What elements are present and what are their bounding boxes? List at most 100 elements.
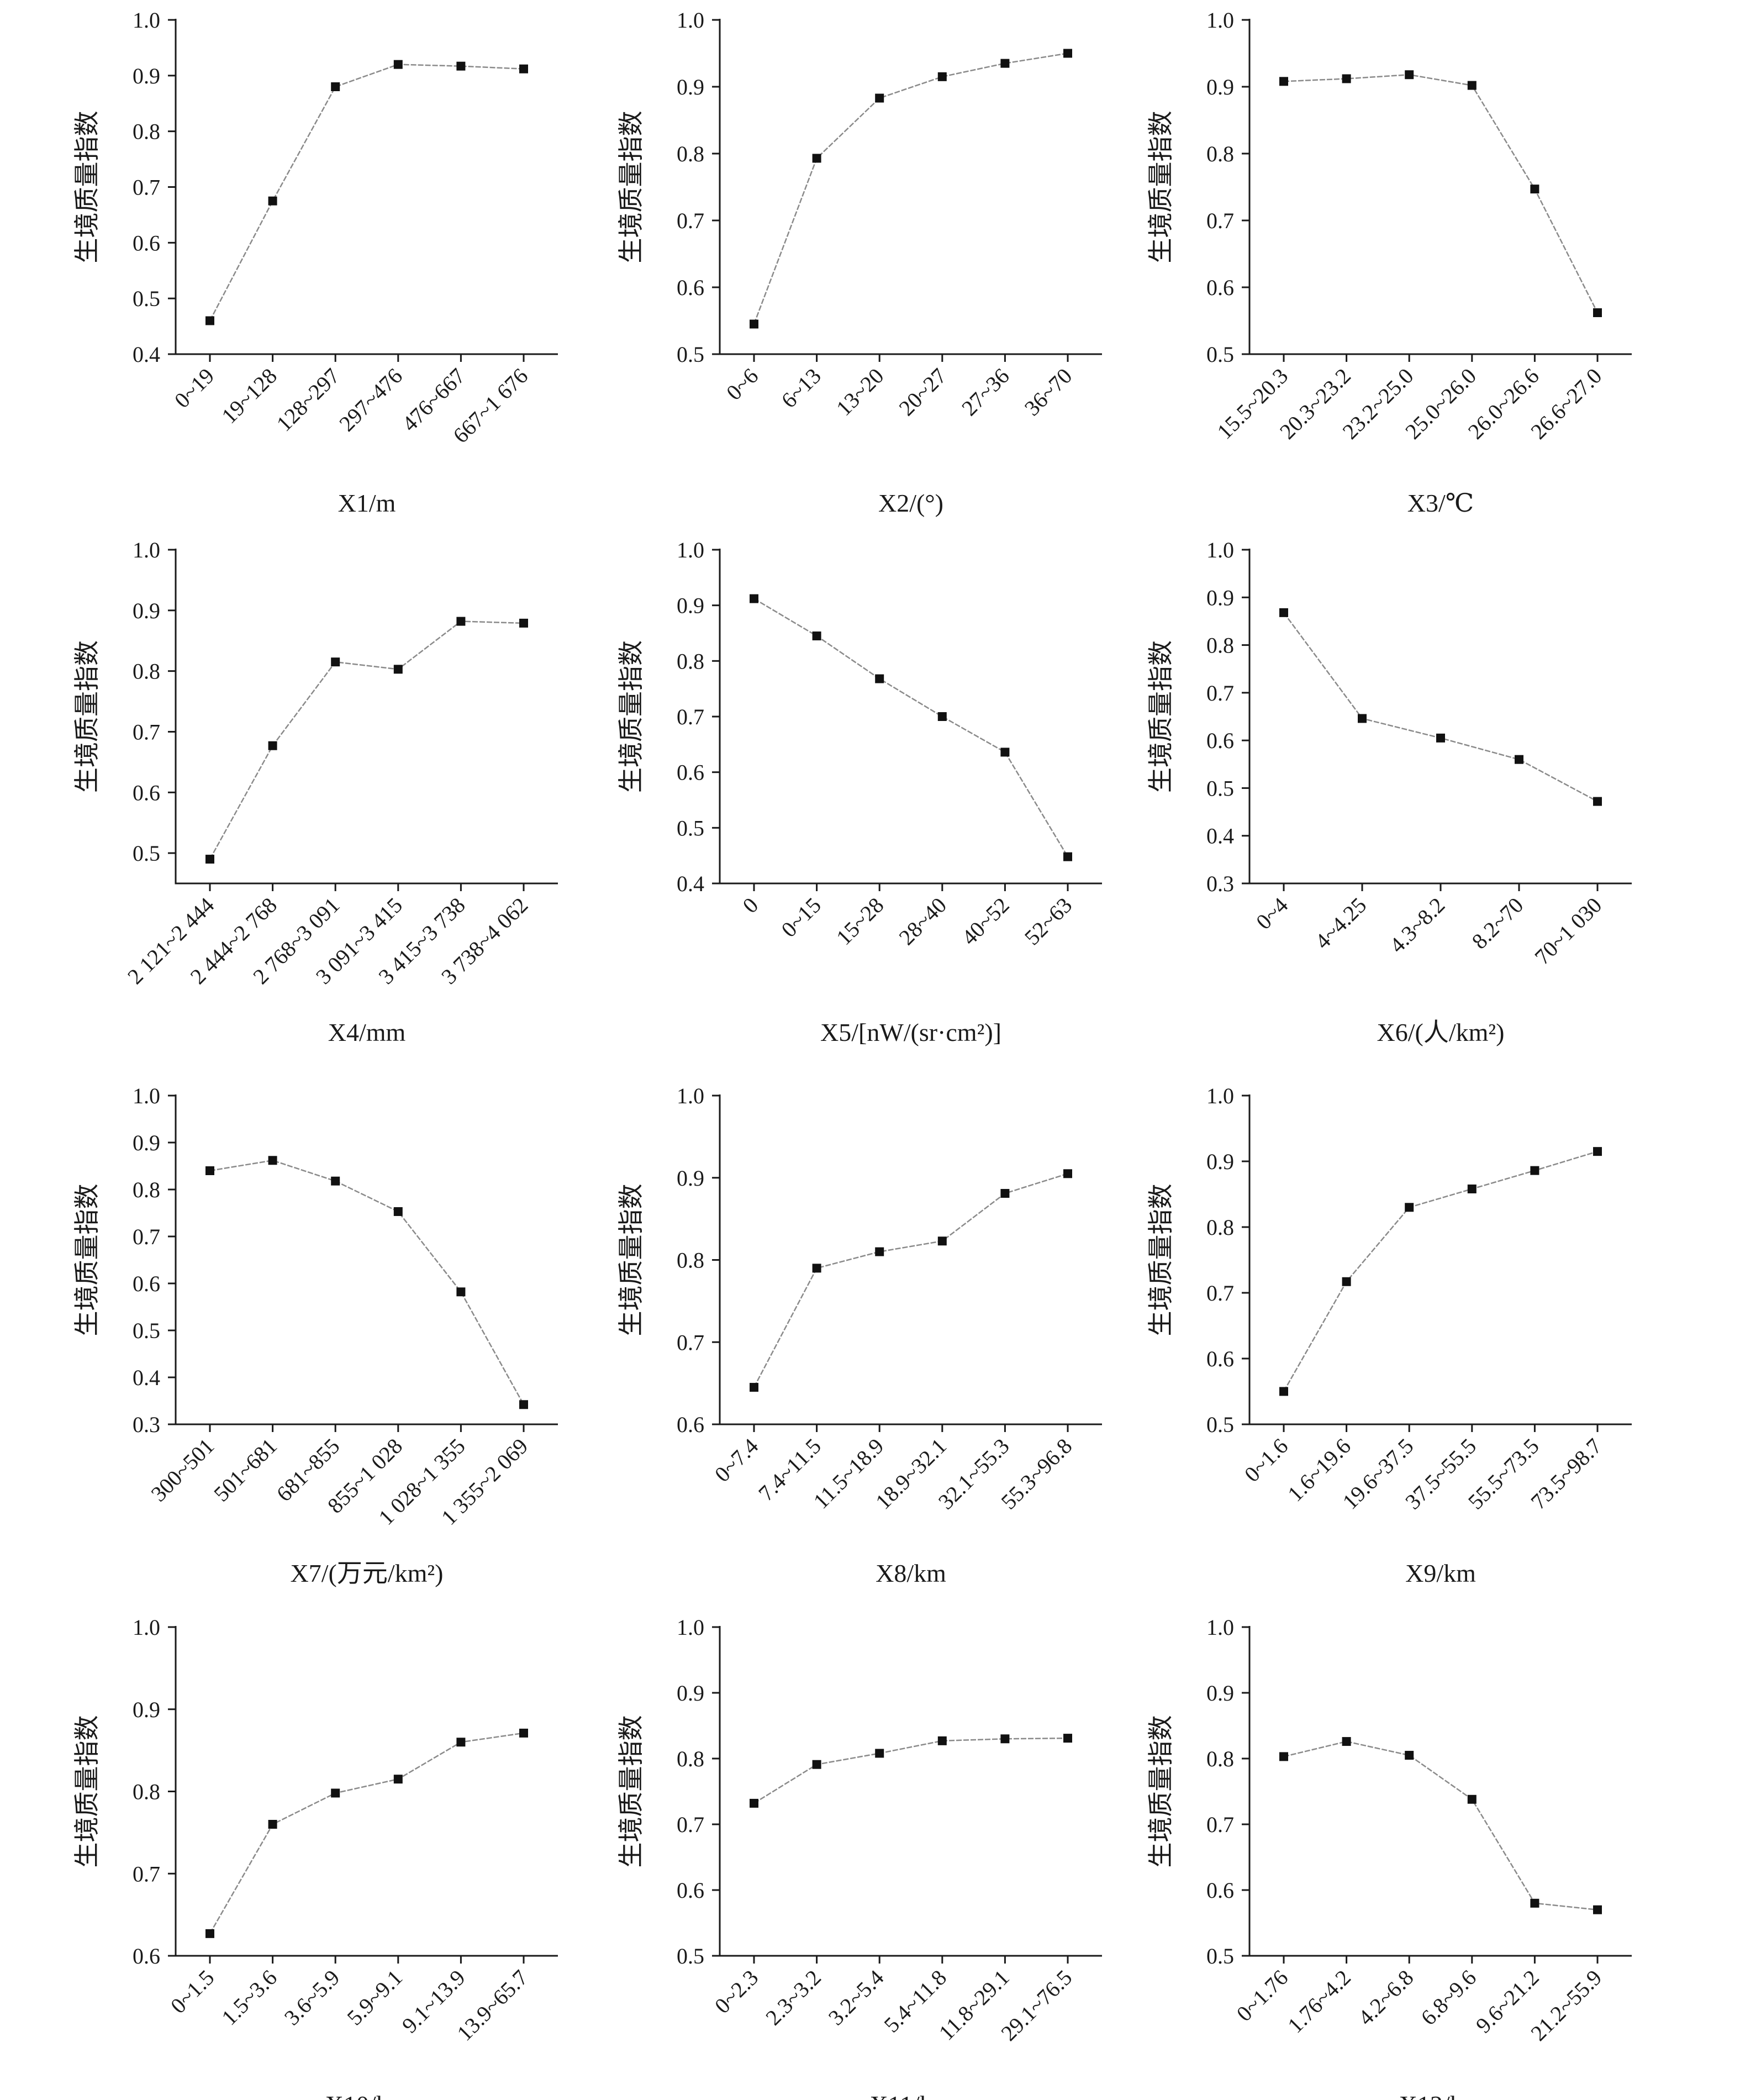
y-tick-label: 0.6 bbox=[677, 275, 704, 300]
data-point bbox=[937, 712, 947, 721]
data-point bbox=[1279, 1752, 1288, 1761]
axes bbox=[175, 19, 558, 355]
data-point bbox=[937, 1736, 947, 1745]
data-point bbox=[812, 1760, 821, 1769]
data-point bbox=[519, 1400, 528, 1409]
data-point bbox=[519, 1728, 528, 1738]
x-axis-label: X3/℃ bbox=[1407, 489, 1474, 517]
data-point bbox=[1063, 49, 1072, 58]
y-tick-label: 0.8 bbox=[677, 649, 704, 673]
x-axis-label: X7/(万元/km²) bbox=[291, 1559, 444, 1587]
y-tick-label: 0.8 bbox=[133, 659, 160, 684]
y-tick-label: 0.6 bbox=[677, 1412, 704, 1437]
y-tick-label: 0.8 bbox=[677, 1746, 704, 1771]
y-tick-label: 1.0 bbox=[1206, 1615, 1234, 1640]
data-point bbox=[1593, 1905, 1602, 1914]
data-point bbox=[205, 316, 214, 325]
x-tick-label: 40~52 bbox=[957, 893, 1014, 950]
data-point bbox=[1530, 185, 1539, 194]
x-tick-label: 0~15 bbox=[776, 893, 826, 943]
x-tick-label: 0~1.6 bbox=[1240, 1434, 1293, 1487]
y-tick-label: 0.7 bbox=[1206, 1281, 1234, 1306]
y-tick-label: 0.8 bbox=[1206, 633, 1234, 658]
subplot-3: 0.50.60.70.80.91.0生境质量指数15.5~20.320.3~23… bbox=[1147, 8, 1632, 517]
x-tick-label: 0~2.3 bbox=[710, 1965, 763, 2019]
series-line bbox=[1283, 1740, 1598, 1910]
data-point bbox=[1515, 755, 1523, 764]
x-axis-label: X8/km bbox=[876, 1559, 946, 1587]
data-point bbox=[205, 1166, 214, 1175]
y-tick-label: 0.5 bbox=[677, 815, 704, 840]
subplot-12: 0.5 0.6 0.7 0.8 0.9 1.0 生境质量指数 0~1.761.76~4.24.… bbox=[1147, 1615, 1632, 2100]
axes bbox=[1248, 549, 1632, 885]
y-tick-label: 0.3 bbox=[1206, 871, 1234, 896]
series-line bbox=[753, 52, 1068, 324]
x-tick-label: 501~681 bbox=[209, 1434, 282, 1507]
x-tick-label: 297~476 bbox=[334, 364, 407, 436]
data-point bbox=[331, 1176, 340, 1186]
data-point bbox=[1405, 1751, 1414, 1760]
y-tick-label: 1.0 bbox=[133, 538, 160, 562]
y-tick-label: 0.7 bbox=[1206, 1812, 1234, 1837]
x-axis-label: X1/m bbox=[338, 489, 396, 517]
x-tick-label: 2.3~3.2 bbox=[761, 1965, 826, 2030]
data-point bbox=[519, 618, 528, 628]
y-tick-label: 0.5 bbox=[677, 342, 704, 367]
y-tick-label: 1.0 bbox=[677, 8, 704, 33]
y-tick-label: 0.9 bbox=[1206, 1149, 1234, 1174]
y-tick-label: 0.7 bbox=[133, 175, 160, 200]
data-point bbox=[750, 1798, 758, 1808]
x-tick-label: 3.6~5.9 bbox=[280, 1965, 345, 2030]
data-point bbox=[205, 1929, 214, 1938]
x-tick-label: 128~297 bbox=[272, 364, 345, 436]
y-tick-label: 0.5 bbox=[1206, 1412, 1234, 1437]
data-point bbox=[1530, 1898, 1539, 1908]
y-tick-label: 0.9 bbox=[1206, 75, 1234, 99]
y-tick-label: 1.0 bbox=[1206, 538, 1234, 562]
axes bbox=[1248, 1094, 1632, 1425]
data-point bbox=[1593, 308, 1602, 317]
subplot-2: 0.5 0.6 0.7 0.8 0.9 1.0 生境质量指数 0~6 6~13 13~20 20~2… bbox=[617, 8, 1102, 517]
y-tick-label: 0.7 bbox=[677, 1330, 704, 1355]
y-tick-label: 0.9 bbox=[677, 1166, 704, 1191]
y-tick-label: 0.6 bbox=[133, 1944, 160, 1969]
y-tick-label: 0.7 bbox=[1206, 208, 1234, 233]
x-axis-label: X12/km bbox=[1399, 2091, 1483, 2100]
y-tick-label: 0.4 bbox=[133, 342, 160, 367]
y-tick-label: 1.0 bbox=[133, 8, 160, 33]
axes bbox=[175, 1626, 558, 1957]
y-tick-label: 0.7 bbox=[133, 1861, 160, 1886]
y-tick-label: 0.9 bbox=[133, 1130, 160, 1155]
subplot-7: 0.3 0.4 0.5 0.6 0.7 0.8 0.9 1.0 生境质量指数 300~501501… bbox=[73, 1083, 558, 1587]
data-point bbox=[268, 1156, 277, 1165]
x-tick-label: 4.2~6.8 bbox=[1353, 1965, 1419, 2030]
x-tick-label: 0~6 bbox=[721, 364, 763, 405]
y-tick-label: 0.4 bbox=[677, 871, 704, 896]
series-line bbox=[1283, 1150, 1598, 1392]
data-point bbox=[812, 154, 821, 163]
y-tick-label: 0.4 bbox=[133, 1365, 160, 1390]
y-tick-label: 0.8 bbox=[133, 1177, 160, 1202]
y-tick-label: 0.5 bbox=[133, 841, 160, 866]
series-line bbox=[209, 1732, 524, 1934]
y-tick-label: 0.7 bbox=[133, 719, 160, 744]
data-point bbox=[519, 64, 528, 73]
x-tick-label: 36~70 bbox=[1020, 364, 1077, 421]
axes bbox=[719, 19, 1102, 355]
x-tick-label: 0 bbox=[737, 893, 763, 918]
x-tick-label: 0~1.76 bbox=[1232, 1965, 1293, 2027]
data-point bbox=[456, 617, 466, 626]
data-point bbox=[812, 1264, 821, 1273]
y-tick-label: 0.9 bbox=[677, 75, 704, 99]
subplot-11: 0.5 0.6 0.7 0.8 0.9 1.0 生境质量指数 0~2.32.3~3.23.2~… bbox=[617, 1615, 1102, 2100]
data-point bbox=[331, 657, 340, 667]
y-tick-label: 0.8 bbox=[677, 141, 704, 166]
y-tick-label: 0.5 bbox=[1206, 342, 1234, 367]
data-point bbox=[1436, 733, 1445, 743]
y-axis-label: 生境质量指数 bbox=[73, 111, 101, 264]
y-tick-label: 0.5 bbox=[1206, 776, 1234, 801]
series-line bbox=[209, 620, 524, 860]
y-tick-label: 1.0 bbox=[1206, 1083, 1234, 1108]
data-point bbox=[1000, 748, 1010, 757]
